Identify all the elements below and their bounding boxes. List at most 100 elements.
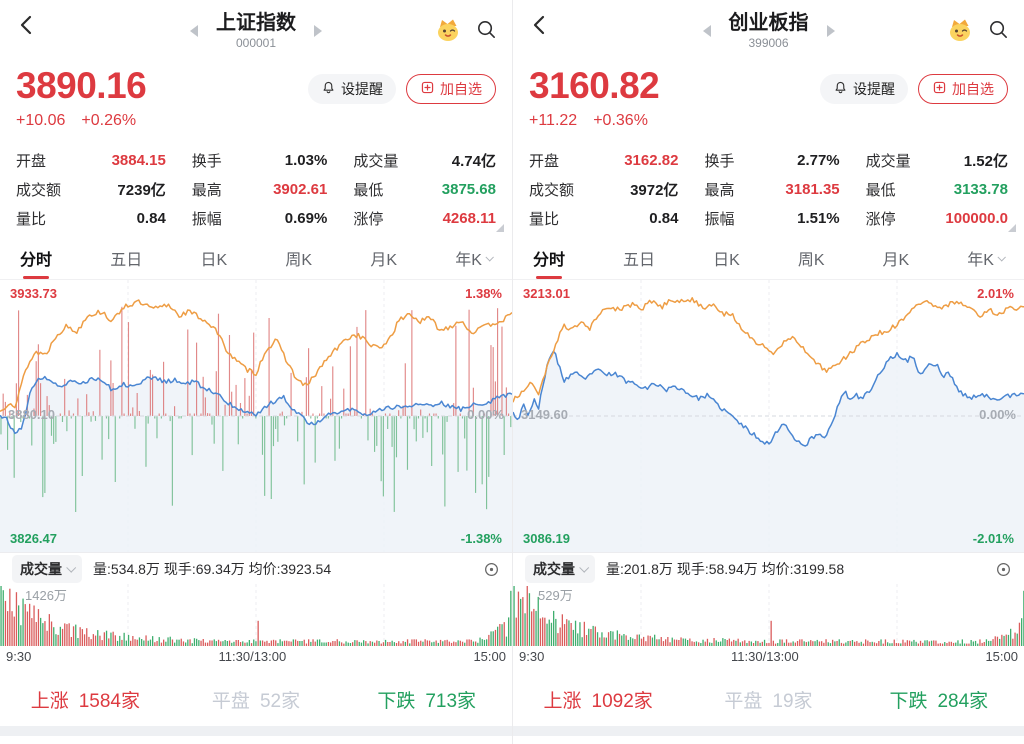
change-percent: +0.36% [593,111,648,129]
action-buttons: 设提醒 加自选 [820,74,1008,142]
set-alert-button[interactable]: 设提醒 [820,74,908,104]
volume-chart[interactable]: 1426万 [0,584,512,646]
add-icon [420,80,435,98]
tab-5day[interactable]: 五日 [110,251,143,269]
current-price: 3160.82 [529,65,660,106]
search-icon[interactable] [987,18,1010,46]
time-noon: 11:30/13:00 [731,649,799,664]
stat-turnover-rate: 换手 2.77% [704,152,840,170]
bell-icon [833,80,848,98]
stat-high: 最高 3902.61 [191,181,328,199]
stat-limit-up: 涨停 100000.0 [865,210,1008,228]
active-tab-underline [536,276,562,279]
tab-daily-k[interactable]: 日K [713,251,740,269]
chart-high-percent: 2.01% [977,286,1014,301]
volume-chart-canvas[interactable] [0,584,512,646]
volume-max-label: 529万 [538,588,573,603]
decliners-count: 下跌 284家 [889,690,989,712]
tab-yearly-k[interactable]: 年K [967,236,1006,279]
tab-yearly-k[interactable]: 年K [455,236,494,279]
price-block: 3890.16 +10.06 +0.26% [16,65,147,142]
next-index-icon[interactable] [314,24,322,37]
tab-minute[interactable]: 分时 [533,236,565,279]
stat-volume: 成交量 1.52亿 [865,153,1008,170]
add-watchlist-label: 加自选 [440,81,482,97]
mascot-icon[interactable] [435,16,461,47]
expand-stats-indicator[interactable] [1008,224,1016,232]
advancers-count: 上涨 1584家 [30,690,140,712]
chart-high-percent: 1.38% [465,286,502,301]
change-amount: +11.22 [529,111,578,129]
next-index-icon[interactable] [826,24,835,37]
prev-index-icon[interactable] [702,24,711,37]
indicator-selector[interactable]: 成交量 [12,554,82,583]
chart-mid-price: 3149.60 [521,407,568,422]
set-alert-label: 设提醒 [853,81,895,97]
unchanged-count: 平盘 19家 [724,690,813,712]
stat-volume-ratio: 量比 0.84 [529,210,679,228]
stat-limit-up: 涨停 4268.11 [353,210,496,228]
prev-index-icon[interactable] [190,24,198,37]
tab-monthly-k[interactable]: 月K [370,251,398,269]
back-icon[interactable] [16,14,38,41]
bell-icon [321,80,336,98]
price-block: 3160.82 +11.22 +0.36% [529,65,660,142]
volume-chart-canvas[interactable] [513,584,1024,646]
mascot-icon[interactable] [947,16,973,47]
stat-volume-ratio: 量比 0.84 [16,210,166,228]
bottom-strip [513,726,1024,736]
stat-volume: 成交量 4.74亿 [353,153,496,170]
index-code: 399006 [748,35,789,50]
add-watchlist-button[interactable]: 加自选 [918,74,1008,104]
volume-chart[interactable]: 529万 [513,584,1024,646]
stats-grid: 开盘 3884.15 换手 1.03% 成交量 4.74亿 成交额 7239亿 最高 39… [0,142,512,236]
action-buttons: 设提醒 加自选 [308,74,496,142]
index-code: 000001 [235,35,277,50]
current-price: 3890.16 [16,65,147,106]
decliners-count: 下跌 713家 [377,690,477,712]
add-icon [932,80,947,98]
volume-max-label: 1426万 [25,588,67,603]
price-change: +11.22 +0.36% [529,112,659,130]
chevron-down-icon [485,252,494,262]
tab-5day[interactable]: 五日 [623,251,656,269]
change-amount: +10.06 [16,111,66,129]
chart-low-price: 3826.47 [10,531,57,546]
set-alert-button[interactable]: 设提醒 [308,74,396,104]
tab-minute[interactable]: 分时 [20,236,52,279]
indicator-settings-icon[interactable] [995,561,1012,583]
chart-low-percent: -2.01% [972,531,1014,546]
title-block: 上证指数 000001 [216,11,296,50]
stat-amplitude: 振幅 0.69% [191,210,328,228]
index-title: 上证指数 [216,11,296,34]
timeline-chart-canvas[interactable] [513,280,1024,552]
volume-info-text: 量:534.8万 现手:69.34万 均价:3923.54 [93,560,332,577]
chart-mid-price: 3880.10 [8,407,55,422]
timeline-chart-canvas[interactable] [0,280,512,552]
back-icon[interactable] [529,14,551,41]
indicator-settings-icon[interactable] [483,561,500,583]
tab-daily-k[interactable]: 日K [200,251,228,269]
stat-amplitude: 振幅 1.51% [704,210,840,228]
tab-monthly-k[interactable]: 月K [882,251,910,269]
expand-stats-indicator[interactable] [496,224,504,232]
search-icon[interactable] [475,18,498,46]
add-watchlist-button[interactable]: 加自选 [406,74,496,104]
index-title: 创业板指 [728,11,809,34]
market-breadth: 上涨 1092家 平盘 19家 下跌 284家 [513,672,1024,726]
active-tab-underline [23,276,49,279]
title-block: 创业板指 399006 [729,11,809,50]
chart-mid-percent: 0.00% [467,407,504,422]
chart-low-price: 3086.19 [523,531,570,546]
volume-info-text: 量:201.8万 现手:58.94万 均价:3199.58 [606,560,845,577]
stat-high: 最高 3181.35 [704,181,840,199]
tab-weekly-k[interactable]: 周K [797,251,825,269]
time-axis: 9:30 11:30/13:00 15:00 [0,646,512,670]
timeline-chart[interactable]: 3213.01 2.01% 3149.60 0.00% 3086.19 -2.0… [513,280,1024,552]
tab-weekly-k[interactable]: 周K [285,251,313,269]
volume-indicator-bar: 成交量 量:534.8万 现手:69.34万 均价:3923.54 [0,552,512,584]
indicator-selector[interactable]: 成交量 [525,554,595,583]
timeline-chart[interactable]: 3933.73 1.38% 3880.10 0.00% 3826.47 -1.3… [0,280,512,552]
chevron-down-icon [997,252,1006,262]
stats-grid: 开盘 3162.82 换手 2.77% 成交量 1.52亿 成交额 3972亿 最高 31… [513,142,1024,236]
